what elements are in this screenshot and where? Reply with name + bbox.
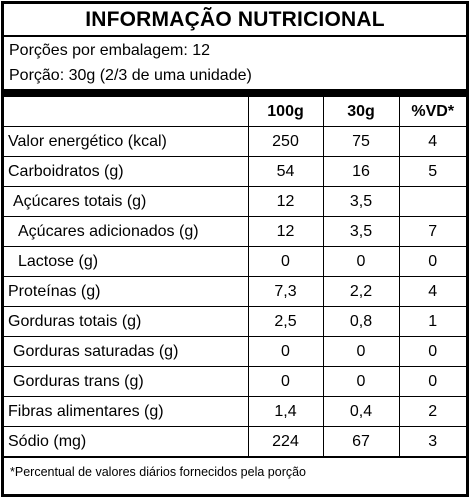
value-vd: 2	[398, 396, 466, 427]
nutrient-name: Gorduras saturadas (g)	[4, 336, 248, 367]
value-vd: 7	[398, 216, 466, 247]
value-30g: 3,5	[322, 186, 399, 217]
header-vd: %VD*	[398, 97, 466, 127]
value-100g: 12	[247, 216, 323, 247]
table-row: Gorduras totais (g) 2,5 0,8 1	[4, 306, 466, 337]
nutrient-name: Fibras alimentares (g)	[4, 396, 248, 427]
table-row: Açúcares totais (g) 12 3,5	[4, 186, 466, 217]
label-title: INFORMAÇÃO NUTRICIONAL	[4, 4, 466, 37]
value-vd: 4	[398, 126, 466, 157]
header-100g: 100g	[247, 97, 323, 127]
value-100g: 1,4	[247, 396, 323, 427]
value-30g: 0,8	[322, 306, 399, 337]
table-row: Valor energético (kcal) 250 75 4	[4, 126, 466, 157]
value-vd: 3	[398, 426, 466, 458]
value-30g: 16	[322, 156, 399, 187]
value-vd: 0	[398, 336, 466, 367]
value-30g: 0,4	[322, 396, 399, 427]
value-vd: 4	[398, 276, 466, 307]
footnote: *Percentual de valores diários fornecido…	[10, 465, 307, 479]
table-row: Proteínas (g) 7,3 2,2 4	[4, 276, 466, 307]
value-100g: 2,5	[247, 306, 323, 337]
servings-per-package: Porções por embalagem: 12	[9, 42, 210, 59]
nutrient-name: Valor energético (kcal)	[4, 126, 248, 157]
value-vd: 1	[398, 306, 466, 337]
nutrient-name: Sódio (mg)	[4, 426, 248, 458]
table-row: Gorduras saturadas (g) 0 0 0	[4, 336, 466, 367]
nutrient-name: Proteínas (g)	[4, 276, 248, 307]
table-row: Fibras alimentares (g) 1,4 0,4 2	[4, 396, 466, 427]
nutrient-name: Açúcares adicionados (g)	[4, 216, 248, 247]
value-30g: 3,5	[322, 216, 399, 247]
value-100g: 54	[247, 156, 323, 187]
value-100g: 0	[247, 246, 323, 277]
table-row: Carboidratos (g) 54 16 5	[4, 156, 466, 187]
nutrient-name: Lactose (g)	[4, 246, 248, 277]
value-vd	[398, 186, 466, 217]
value-30g: 0	[322, 336, 399, 367]
nutrient-name: Gorduras trans (g)	[4, 366, 248, 397]
nutrient-name: Gorduras totais (g)	[4, 306, 248, 337]
value-100g: 0	[247, 336, 323, 367]
table-row: Sódio (mg) 224 67 3	[4, 426, 466, 458]
table-row: Gorduras trans (g) 0 0 0	[4, 366, 466, 397]
value-100g: 0	[247, 366, 323, 397]
header-30g: 30g	[322, 97, 399, 127]
value-vd: 0	[398, 246, 466, 277]
nutrient-name: Carboidratos (g)	[4, 156, 248, 187]
nutrition-table: 100g 30g %VD* Valor energético (kcal) 25…	[4, 97, 466, 458]
value-30g: 0	[322, 366, 399, 397]
value-vd: 0	[398, 366, 466, 397]
value-100g: 250	[247, 126, 323, 157]
value-30g: 2,2	[322, 276, 399, 307]
value-30g: 0	[322, 246, 399, 277]
portion-size: Porção: 30g (2/3 de uma unidade)	[9, 67, 252, 84]
table-row: Açúcares adicionados (g) 12 3,5 7	[4, 216, 466, 247]
serving-info: Porções por embalagem: 12 Porção: 30g (2…	[4, 37, 466, 97]
value-30g: 67	[322, 426, 399, 458]
nutrient-name: Açúcares totais (g)	[4, 186, 248, 217]
value-100g: 7,3	[247, 276, 323, 307]
value-100g: 12	[247, 186, 323, 217]
table-row: Lactose (g) 0 0 0	[4, 246, 466, 277]
table-header-row: 100g 30g %VD*	[4, 97, 466, 127]
value-30g: 75	[322, 126, 399, 157]
value-100g: 224	[247, 426, 323, 458]
value-vd: 5	[398, 156, 466, 187]
header-nutrient	[4, 97, 248, 127]
